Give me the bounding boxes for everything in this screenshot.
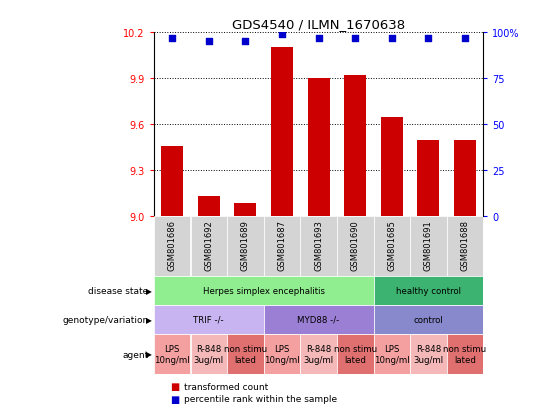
Point bbox=[205, 39, 213, 45]
Text: TRIF -/-: TRIF -/- bbox=[193, 315, 224, 324]
Text: GSM801687: GSM801687 bbox=[278, 220, 287, 271]
Bar bbox=[227, 217, 264, 277]
Point bbox=[168, 35, 177, 42]
Text: MYD88 -/-: MYD88 -/- bbox=[298, 315, 340, 324]
Bar bbox=[154, 277, 374, 305]
Text: non stimu
lated: non stimu lated bbox=[224, 344, 267, 364]
Point bbox=[241, 39, 249, 45]
Text: GSM801689: GSM801689 bbox=[241, 220, 250, 271]
Bar bbox=[337, 335, 374, 374]
Bar bbox=[227, 335, 264, 374]
Text: GSM801692: GSM801692 bbox=[204, 220, 213, 271]
Text: GSM801693: GSM801693 bbox=[314, 220, 323, 271]
Bar bbox=[447, 335, 483, 374]
Bar bbox=[374, 335, 410, 374]
Text: ▶: ▶ bbox=[146, 350, 152, 358]
Text: LPS
10ng/ml: LPS 10ng/ml bbox=[154, 344, 190, 364]
Point bbox=[388, 35, 396, 42]
Bar bbox=[264, 305, 374, 335]
Text: GSM801685: GSM801685 bbox=[387, 220, 396, 271]
Text: R-848
3ug/ml: R-848 3ug/ml bbox=[413, 344, 443, 364]
Bar bbox=[454, 140, 476, 217]
Bar bbox=[381, 117, 403, 217]
Text: control: control bbox=[414, 315, 443, 324]
Text: LPS
10ng/ml: LPS 10ng/ml bbox=[374, 344, 410, 364]
Bar bbox=[191, 217, 227, 277]
Bar bbox=[161, 146, 183, 217]
Bar bbox=[417, 140, 440, 217]
Text: R-848
3ug/ml: R-848 3ug/ml bbox=[303, 344, 334, 364]
Text: transformed count: transformed count bbox=[184, 382, 268, 391]
Point bbox=[351, 35, 360, 42]
Text: percentile rank within the sample: percentile rank within the sample bbox=[184, 394, 337, 403]
Text: LPS
10ng/ml: LPS 10ng/ml bbox=[264, 344, 300, 364]
Point bbox=[461, 35, 469, 42]
Bar bbox=[300, 217, 337, 277]
Text: agent: agent bbox=[122, 350, 148, 358]
Bar bbox=[344, 76, 366, 217]
Text: genotype/variation: genotype/variation bbox=[62, 315, 149, 324]
Text: GSM801691: GSM801691 bbox=[424, 220, 433, 271]
Text: R-848
3ug/ml: R-848 3ug/ml bbox=[194, 344, 224, 364]
Bar bbox=[154, 335, 191, 374]
Text: non stimu
lated: non stimu lated bbox=[443, 344, 487, 364]
Bar bbox=[264, 335, 300, 374]
Title: GDS4540 / ILMN_1670638: GDS4540 / ILMN_1670638 bbox=[232, 17, 405, 31]
Text: disease state: disease state bbox=[88, 286, 149, 295]
Text: ▶: ▶ bbox=[146, 286, 152, 295]
Bar bbox=[374, 305, 483, 335]
Text: non stimu
lated: non stimu lated bbox=[334, 344, 377, 364]
Bar bbox=[198, 197, 220, 217]
Bar bbox=[154, 305, 264, 335]
Bar bbox=[154, 217, 191, 277]
Point bbox=[314, 35, 323, 42]
Bar bbox=[410, 217, 447, 277]
Bar bbox=[300, 335, 337, 374]
Bar bbox=[374, 217, 410, 277]
Bar bbox=[191, 335, 227, 374]
Point bbox=[278, 31, 286, 38]
Text: Herpes simplex encephalitis: Herpes simplex encephalitis bbox=[202, 286, 325, 295]
Text: GSM801690: GSM801690 bbox=[350, 220, 360, 271]
Text: ■: ■ bbox=[170, 381, 179, 391]
Bar bbox=[264, 217, 300, 277]
Bar bbox=[410, 335, 447, 374]
Bar bbox=[308, 79, 329, 217]
Bar bbox=[271, 48, 293, 217]
Text: ■: ■ bbox=[170, 394, 179, 404]
Text: ▶: ▶ bbox=[146, 315, 152, 324]
Bar bbox=[337, 217, 374, 277]
Point bbox=[424, 35, 433, 42]
Bar bbox=[234, 203, 256, 217]
Text: GSM801686: GSM801686 bbox=[168, 220, 177, 271]
Bar bbox=[374, 277, 483, 305]
Text: GSM801688: GSM801688 bbox=[461, 220, 469, 271]
Text: healthy control: healthy control bbox=[396, 286, 461, 295]
Bar bbox=[447, 217, 483, 277]
